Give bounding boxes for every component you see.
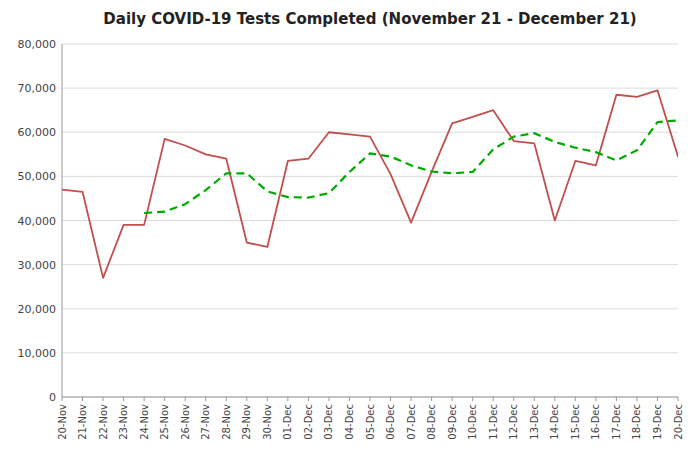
series-group (62, 90, 678, 278)
x-tick-label: 28-Nov (221, 404, 232, 440)
x-tick-label: 21-Nov (77, 404, 88, 440)
y-tick-label: 20,000 (18, 303, 57, 316)
x-tick-label: 23-Nov (118, 404, 129, 440)
x-tick (370, 397, 371, 401)
x-tick-label: 14-Dec (549, 404, 560, 440)
x-tick (595, 397, 596, 401)
y-tick-label: 60,000 (18, 126, 57, 139)
x-tick (349, 397, 350, 401)
x-tick (123, 397, 124, 401)
x-tick-label: 12-Dec (508, 404, 519, 440)
grid-line (62, 44, 678, 45)
x-tick (554, 397, 555, 401)
x-tick-label: 13-Dec (529, 404, 540, 440)
x-tick (103, 397, 104, 401)
x-tick (513, 397, 514, 401)
grid-line (62, 308, 678, 309)
x-tick (82, 397, 83, 401)
grid-line (62, 176, 678, 177)
x-tick-label: 20-Nov (57, 404, 68, 440)
series-line (62, 90, 678, 278)
x-tick (185, 397, 186, 401)
x-tick (616, 397, 617, 401)
x-tick-label: 26-Nov (180, 404, 191, 440)
x-tick (246, 397, 247, 401)
x-tick (308, 397, 309, 401)
x-tick-label: 20-Dec (673, 404, 684, 440)
x-tick (452, 397, 453, 401)
x-tick-label: 02-Dec (303, 404, 314, 440)
x-tick-label: 30-Nov (262, 404, 273, 440)
x-tick (431, 397, 432, 401)
chart: Daily COVID-19 Tests Completed (November… (0, 0, 696, 463)
x-tick (411, 397, 412, 401)
x-tick (205, 397, 206, 401)
x-tick (390, 397, 391, 401)
x-tick-label: 07-Dec (406, 404, 417, 440)
x-tick-label: 11-Dec (488, 404, 499, 440)
x-tick-label: 16-Dec (590, 404, 601, 440)
x-tick-label: 09-Dec (447, 404, 458, 440)
x-tick (534, 397, 535, 401)
x-tick-label: 22-Nov (98, 404, 109, 440)
y-axis-line (62, 44, 63, 397)
x-tick-label: 15-Dec (570, 404, 581, 440)
y-tick-label: 40,000 (18, 215, 57, 228)
y-tick-label: 80,000 (18, 38, 57, 51)
x-tick (144, 397, 145, 401)
x-tick-label: 10-Dec (467, 404, 478, 440)
series-line (144, 120, 678, 213)
x-tick-label: 17-Dec (611, 404, 622, 440)
x-tick-label: 29-Nov (241, 404, 252, 440)
x-tick (226, 397, 227, 401)
x-tick (493, 397, 494, 401)
x-tick (328, 397, 329, 401)
x-tick-label: 25-Nov (159, 404, 170, 440)
grid-line (62, 132, 678, 133)
x-tick-label: 24-Nov (139, 404, 150, 440)
x-tick-label: 01-Dec (282, 404, 293, 440)
x-tick (657, 397, 658, 401)
y-tick-label: 50,000 (18, 170, 57, 183)
x-tick (678, 397, 679, 401)
x-tick (636, 397, 637, 401)
grid-line (62, 264, 678, 265)
x-tick-label: 08-Dec (426, 404, 437, 440)
x-tick-label: 06-Dec (385, 404, 396, 440)
x-tick-label: 18-Dec (631, 404, 642, 440)
chart-container: Daily COVID-19 Tests Completed (November… (0, 0, 696, 463)
x-tick-label: 27-Nov (200, 404, 211, 440)
grid-line (62, 88, 678, 89)
x-tick (472, 397, 473, 401)
x-tick (62, 397, 63, 401)
x-tick-label: 19-Dec (652, 404, 663, 440)
grid-line (62, 352, 678, 353)
x-tick-label: 05-Dec (365, 404, 376, 440)
y-tick-label: 30,000 (18, 259, 57, 272)
y-axis: 0 10,000 20,000 30,000 40,000 50,000 60,000 70,… (18, 38, 679, 404)
title: Daily COVID-19 Tests Completed (November… (103, 10, 636, 28)
x-tick-label: 03-Dec (323, 404, 334, 440)
x-tick (267, 397, 268, 401)
y-tick-label: 0 (49, 391, 56, 404)
x-tick-label: 04-Dec (344, 404, 355, 440)
y-tick-label: 10,000 (18, 347, 57, 360)
x-tick (287, 397, 288, 401)
x-tick (164, 397, 165, 401)
grid-line (62, 220, 678, 221)
x-axis: 20-Nov 21-Nov 22-Nov 23-Nov 24-Nov 25-Nov 26-N… (57, 397, 684, 440)
y-tick-label: 70,000 (18, 82, 57, 95)
x-tick (575, 397, 576, 401)
